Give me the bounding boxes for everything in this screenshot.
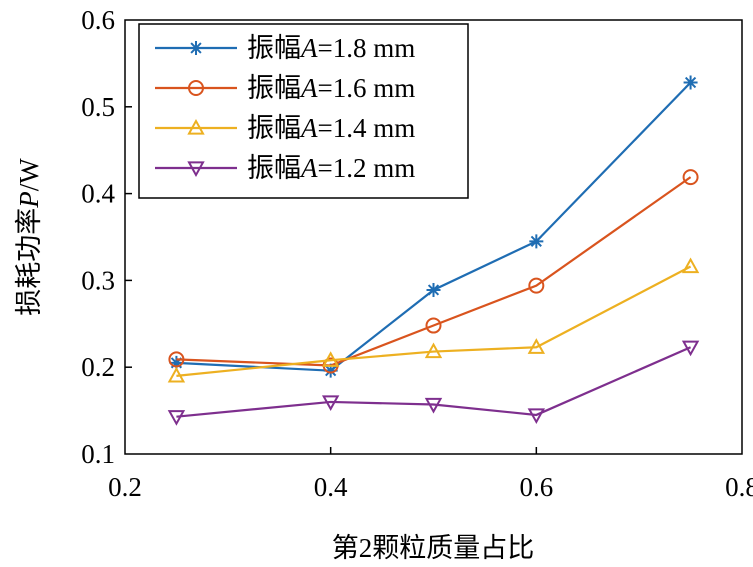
data-point (426, 282, 441, 297)
y-axis-title-variable: P (14, 191, 44, 209)
data-point (681, 340, 700, 357)
legend-label-variable: A (299, 153, 318, 183)
legend-label-value: =1.2 mm (318, 153, 416, 183)
data-point (681, 257, 700, 274)
legend-label-value: =1.8 mm (318, 33, 416, 63)
x-tick-label: 0.2 (108, 472, 142, 502)
y-tick-label: 0.1 (81, 439, 115, 469)
legend-label-prefix: 振幅 (247, 73, 301, 103)
series-line (176, 176, 692, 367)
legend-label-value: =1.6 mm (318, 73, 416, 103)
y-axis-title-main: 损耗功率 (14, 208, 44, 316)
data-point (321, 351, 340, 367)
y-tick-label: 0.3 (81, 265, 115, 295)
data-point (321, 395, 340, 411)
legend-label: 振幅A=1.4 mm (247, 113, 415, 143)
legend-label-value: =1.4 mm (318, 113, 416, 143)
data-point (323, 363, 338, 378)
legend-label-prefix: 振幅 (247, 153, 301, 183)
legend-swatch-marker (188, 80, 204, 96)
legend-swatch-marker (189, 41, 203, 55)
series-4 (167, 340, 700, 426)
x-tick-label: 0.8 (725, 472, 753, 502)
data-point (527, 408, 546, 424)
plot-frame (124, 19, 743, 455)
data-point (528, 277, 545, 294)
series-layer (167, 75, 700, 426)
y-axis-title-unit: /W (14, 158, 44, 192)
y-axis: 0.1 0.2 0.3 0.4 0.5 0.6 (81, 5, 132, 469)
legend-label-variable: A (299, 73, 318, 103)
data-point (168, 351, 185, 368)
series-2 (168, 169, 699, 374)
data-point (424, 342, 443, 359)
data-point (167, 410, 186, 426)
data-point (529, 234, 544, 249)
data-point (682, 169, 699, 186)
legend-label-prefix: 振幅 (247, 33, 301, 63)
legend-entry: 振幅A=1.6 mm (155, 73, 415, 103)
legend-swatch-marker (187, 118, 205, 135)
legend-entry: 振幅A=1.2 mm (155, 153, 415, 183)
series-line (176, 346, 692, 418)
x-axis: 0.2 0.4 0.6 0.8 (108, 447, 753, 502)
legend-swatch-marker (187, 161, 205, 178)
series-line (176, 265, 692, 377)
y-tick-label: 0.4 (81, 179, 115, 209)
data-point (425, 317, 442, 334)
legend-entry: 振幅A=1.4 mm (155, 113, 415, 143)
y-axis-title: 损耗功率P/W (14, 158, 44, 316)
data-point (167, 366, 186, 383)
legend-label-variable: A (299, 113, 318, 143)
y-tick-label: 0.5 (81, 92, 115, 122)
data-point (683, 75, 698, 90)
series-3 (167, 257, 700, 383)
legend-label: 振幅A=1.2 mm (247, 153, 415, 183)
data-point (424, 397, 443, 414)
data-point (527, 338, 546, 354)
data-point (169, 355, 184, 370)
x-tick-label: 0.6 (519, 472, 553, 502)
series-1 (169, 75, 698, 378)
legend-entry: 振幅A=1.8 mm (155, 33, 415, 63)
x-tick-label: 0.4 (314, 472, 348, 502)
legend-label: 振幅A=1.6 mm (247, 73, 415, 103)
y-tick-label: 0.2 (81, 352, 115, 382)
y-tick-label: 0.6 (81, 5, 115, 35)
plot-area (124, 19, 743, 455)
legend-label: 振幅A=1.8 mm (247, 33, 415, 63)
legend-label-variable: A (299, 33, 318, 63)
x-axis-title: 第2颗粒质量占比 (332, 533, 535, 563)
legend-label-prefix: 振幅 (247, 113, 301, 143)
